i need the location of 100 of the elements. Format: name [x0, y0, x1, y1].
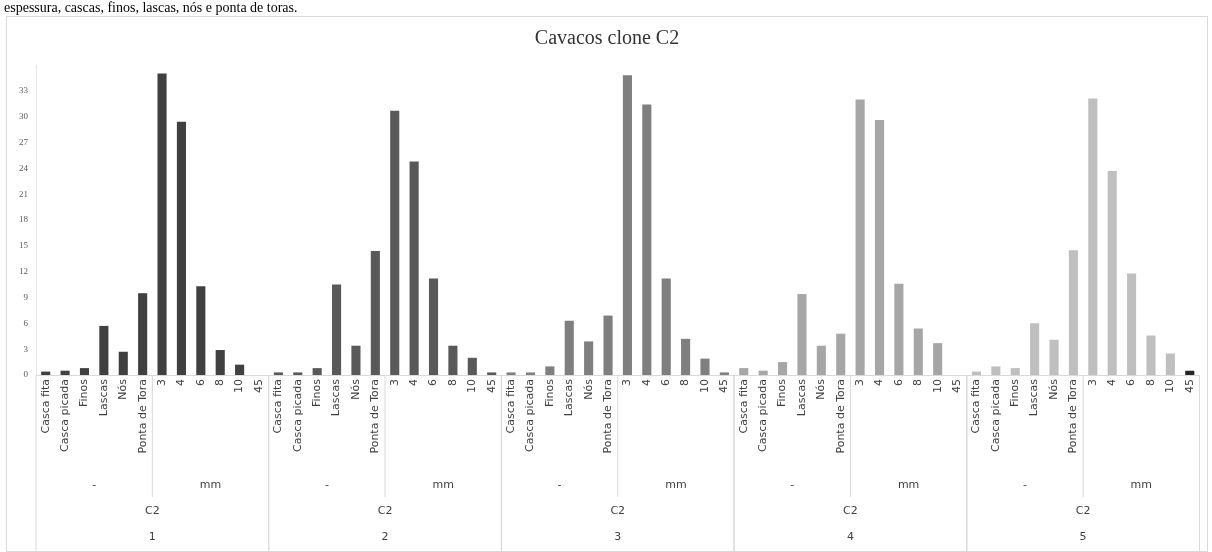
- bar: [1030, 323, 1040, 375]
- bar: [545, 366, 555, 375]
- text: -: [324, 477, 329, 491]
- bar: [1127, 273, 1137, 375]
- x-tick-label: 45: [251, 379, 265, 393]
- x-tick-label: Casca picada: [756, 379, 770, 452]
- text: C2: [377, 503, 393, 517]
- x-tick-label: Casca picada: [988, 379, 1002, 452]
- bar: [370, 251, 380, 375]
- x-tick-label: Finos: [542, 378, 556, 408]
- x-tick-label: 45: [949, 379, 963, 393]
- x-tick-label: Lascas: [329, 378, 343, 417]
- x-tick-label: 3: [1085, 379, 1099, 386]
- bar: [118, 351, 128, 375]
- bar: [719, 372, 729, 375]
- bar: [874, 120, 885, 375]
- bar: [855, 99, 865, 375]
- text: C2: [610, 503, 626, 517]
- bar: [797, 294, 807, 375]
- x-tick-label: 8: [678, 379, 692, 386]
- text: 2: [381, 529, 389, 543]
- x-tick-label: Ponta de Tora: [368, 379, 382, 454]
- bar: [1088, 98, 1098, 375]
- y-tick-label: 18: [19, 214, 29, 225]
- x-tick-label: Lascas: [794, 378, 808, 417]
- x-tick-label: 6: [659, 379, 673, 386]
- x-tick-label: Nós: [116, 378, 130, 400]
- bar: [1185, 370, 1195, 375]
- bar: [176, 121, 186, 375]
- x-tick-label: 4: [174, 379, 188, 386]
- bar: [1107, 170, 1117, 375]
- x-tick-label: Ponta de Tora: [600, 379, 614, 454]
- bar: [390, 110, 400, 375]
- x-tick-label: Casca fita: [736, 379, 750, 434]
- y-tick-label: 27: [19, 136, 29, 147]
- x-tick-label: 8: [213, 379, 227, 386]
- x-tick-label: Casca fita: [271, 379, 285, 434]
- text: 3: [614, 529, 622, 543]
- x-tick-label: Lascas: [562, 378, 576, 417]
- bar: [991, 366, 1001, 375]
- bar: [467, 357, 477, 375]
- bar: [138, 293, 148, 375]
- x-tick-label: 8: [1143, 379, 1157, 386]
- x-tick-label: Casca picada: [290, 379, 304, 452]
- bar: [312, 368, 322, 375]
- x-tick-label: Finos: [775, 378, 789, 408]
- bar: [642, 104, 652, 375]
- x-tick-label: 8: [445, 379, 459, 386]
- text: 5: [1079, 529, 1087, 543]
- bar: [506, 372, 516, 375]
- bar: [487, 372, 497, 375]
- bar: [661, 278, 671, 375]
- text: mm: [199, 477, 222, 491]
- bar: [913, 328, 923, 375]
- bar: [564, 320, 574, 375]
- x-tick-label: Ponta de Tora: [135, 379, 149, 454]
- x-tick-label: 8: [911, 379, 925, 386]
- x-tick-label: 3: [620, 379, 634, 386]
- bar: [816, 345, 826, 375]
- bar: [157, 73, 167, 375]
- text: mm: [665, 477, 687, 491]
- text: mm: [897, 477, 920, 491]
- x-tick-label: Nós: [814, 378, 828, 400]
- text: -: [790, 477, 795, 491]
- x-tick-label: Lascas: [1027, 378, 1041, 417]
- chart-subtitle: espessura, cascas, finos, lascas, nós e ponta de toras.: [4, 0, 298, 16]
- x-tick-label: 10: [1163, 379, 1177, 393]
- bar: [700, 358, 710, 375]
- bar: [428, 278, 439, 375]
- y-tick-label: 24: [19, 162, 29, 173]
- bar: [235, 364, 245, 375]
- bar: [894, 283, 904, 375]
- bar: [603, 315, 613, 375]
- x-tick-label: Nós: [1046, 378, 1060, 400]
- x-tick-label: Ponta de Tora: [833, 379, 847, 454]
- bar: [836, 333, 846, 375]
- bar: [1165, 353, 1175, 375]
- x-tick-label: 10: [697, 379, 711, 393]
- bar: [99, 325, 109, 375]
- bar: [584, 341, 594, 375]
- y-tick-label: 33: [19, 85, 29, 96]
- bar: [293, 372, 303, 375]
- bar: [196, 286, 206, 375]
- y-tick-label: 3: [23, 343, 29, 354]
- x-tick-label: 45: [1182, 379, 1196, 393]
- x-tick-label: 6: [426, 379, 440, 386]
- x-tick-label: Casca fita: [969, 379, 983, 434]
- bar: [215, 350, 225, 375]
- y-tick-label: 9: [23, 291, 29, 302]
- bar: [60, 370, 70, 375]
- y-tick-label: 0: [23, 369, 29, 380]
- bar: [448, 345, 458, 375]
- x-tick-label: Lascas: [96, 378, 110, 417]
- x-tick-label: Casca fita: [503, 379, 517, 434]
- bar: [525, 372, 536, 375]
- bar: [351, 345, 361, 375]
- x-tick-label: 10: [465, 379, 479, 393]
- x-tick-label: 3: [387, 379, 401, 386]
- text: C2: [145, 503, 160, 517]
- x-tick-label: 6: [193, 379, 207, 386]
